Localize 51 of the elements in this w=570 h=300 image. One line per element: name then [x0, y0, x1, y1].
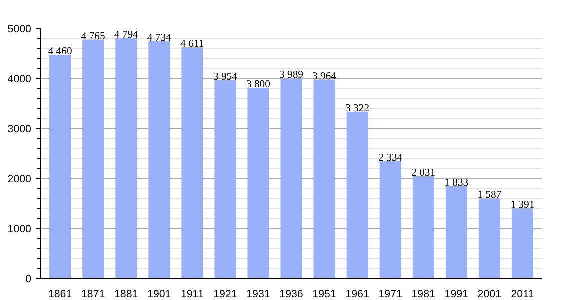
x-tick-label: 1861 [48, 288, 72, 300]
data-label: 4 460 [48, 46, 72, 58]
bar [478, 198, 500, 278]
bar [248, 88, 270, 278]
bar [182, 47, 204, 278]
bar [314, 80, 336, 278]
x-tick-label: 1991 [444, 288, 469, 300]
data-label: 4 611 [180, 38, 204, 50]
data-label: 4 734 [147, 32, 172, 44]
x-tick-label: 1911 [180, 288, 204, 300]
bar [412, 176, 434, 278]
bar [148, 41, 170, 278]
y-tick-label: 5000 [8, 24, 32, 36]
x-tick-label: 1971 [378, 288, 403, 300]
x-tick-label: 1951 [312, 288, 336, 300]
data-label: 3 964 [312, 71, 338, 82]
x-tick-label: 1961 [346, 288, 370, 300]
data-label: 1 391 [510, 200, 535, 211]
bar [280, 78, 302, 278]
bar [380, 161, 402, 278]
bar [446, 186, 468, 278]
x-tick-label: 1981 [412, 288, 436, 300]
data-label: 2 031 [412, 168, 436, 179]
data-label: 3 954 [213, 72, 238, 83]
data-label: 2 334 [378, 152, 404, 164]
data-label: 3 989 [280, 70, 304, 82]
y-tick-label: 0 [26, 274, 32, 286]
x-tick-label: 1881 [114, 288, 138, 300]
y-tick-label: 4000 [8, 74, 32, 86]
x-tick-label: 1901 [148, 288, 172, 300]
bar [512, 208, 534, 278]
data-label: 4 765 [81, 31, 106, 42]
y-tick-label: 2000 [8, 174, 32, 186]
y-tick-label: 1000 [8, 224, 32, 236]
data-label: 3 322 [346, 103, 370, 114]
bar [82, 40, 104, 278]
data-label: 3 800 [246, 80, 270, 90]
data-label: 1 833 [444, 178, 469, 189]
bar [214, 80, 236, 278]
bar [346, 112, 368, 278]
data-label: 4 794 [114, 30, 140, 41]
x-tick-label: 1931 [246, 288, 270, 300]
bar [116, 38, 138, 278]
x-tick-label: 2011 [511, 288, 534, 300]
x-tick-label: 1871 [81, 288, 106, 300]
x-tick-label: 1936 [280, 288, 304, 300]
x-tick-label: 2001 [478, 288, 502, 300]
x-tick-label: 1921 [214, 288, 238, 300]
y-tick-label: 3000 [8, 124, 32, 136]
bar [50, 55, 72, 278]
data-label: 1 587 [478, 190, 502, 202]
